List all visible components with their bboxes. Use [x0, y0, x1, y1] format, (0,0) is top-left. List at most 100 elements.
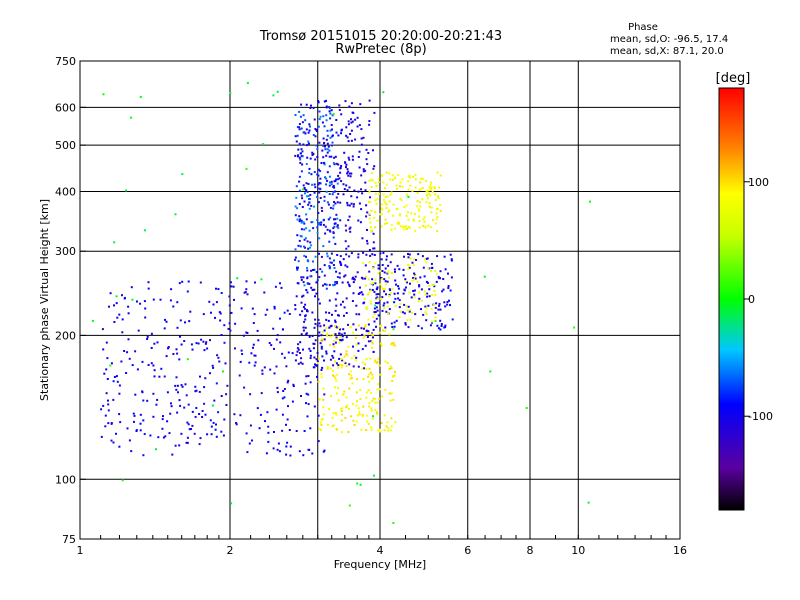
data-point — [217, 411, 220, 414]
data-point — [351, 300, 354, 302]
data-point — [319, 115, 322, 118]
data-point — [318, 110, 321, 113]
data-point — [390, 425, 393, 428]
data-point — [443, 326, 446, 329]
data-point — [434, 187, 436, 190]
data-point — [369, 357, 372, 360]
data-point — [141, 391, 144, 394]
data-point — [300, 235, 303, 238]
data-point — [379, 430, 382, 433]
data-point — [246, 332, 249, 334]
data-point — [348, 387, 351, 390]
data-point — [245, 288, 248, 291]
data-point — [345, 365, 348, 368]
data-point — [389, 193, 392, 196]
data-point — [305, 189, 308, 192]
data-point — [277, 442, 280, 445]
data-point — [384, 329, 387, 332]
data-point — [382, 181, 385, 184]
data-point — [359, 221, 362, 224]
data-point — [391, 178, 394, 181]
data-point — [245, 432, 248, 435]
data-point — [329, 343, 332, 346]
data-point — [434, 306, 437, 309]
data-point — [155, 403, 158, 406]
data-point — [337, 178, 340, 181]
data-point — [326, 367, 329, 370]
data-point — [282, 390, 285, 392]
data-point — [338, 357, 341, 360]
data-point — [312, 134, 315, 136]
data-point — [383, 199, 385, 202]
data-point — [394, 371, 396, 373]
data-point — [241, 353, 244, 355]
data-point — [306, 415, 309, 418]
data-point — [347, 431, 350, 433]
data-point — [118, 445, 121, 448]
data-point — [406, 281, 408, 284]
data-point — [446, 301, 449, 303]
data-point — [358, 292, 361, 295]
data-point — [447, 287, 450, 289]
data-point — [342, 258, 345, 261]
data-point — [344, 264, 347, 267]
data-point — [323, 125, 326, 128]
data-point — [385, 207, 388, 209]
data-point — [312, 227, 315, 230]
data-point — [372, 167, 375, 170]
data-point — [133, 414, 136, 417]
data-point — [333, 180, 336, 183]
data-point — [368, 373, 371, 376]
data-point — [222, 434, 225, 437]
data-point — [303, 284, 306, 287]
data-point — [100, 435, 103, 438]
data-point — [385, 425, 388, 428]
data-point — [355, 404, 358, 407]
data-point — [450, 258, 453, 261]
data-point — [312, 342, 315, 345]
x-tick-label: 10 — [571, 544, 585, 557]
data-point — [130, 450, 133, 453]
data-point — [417, 300, 420, 303]
data-point — [332, 231, 335, 234]
data-point — [259, 413, 262, 416]
data-point — [300, 148, 303, 151]
data-point — [339, 336, 342, 339]
data-point — [179, 335, 181, 338]
data-point — [295, 430, 298, 432]
data-point — [369, 254, 372, 257]
data-point — [143, 300, 146, 303]
data-point — [339, 260, 341, 263]
data-point — [113, 321, 116, 323]
data-point — [388, 308, 391, 311]
data-point — [251, 307, 254, 310]
data-point — [220, 430, 223, 433]
data-point — [215, 287, 217, 290]
data-point — [217, 356, 220, 359]
data-point — [367, 332, 370, 334]
data-point — [316, 156, 319, 158]
data-point — [374, 397, 377, 400]
data-point — [222, 370, 224, 373]
data-point — [346, 168, 349, 171]
data-point — [283, 356, 286, 359]
data-point — [218, 360, 221, 363]
data-point — [302, 131, 305, 134]
data-point — [430, 187, 433, 189]
data-point — [311, 311, 314, 314]
data-point — [328, 408, 331, 411]
data-point — [359, 286, 361, 289]
data-point — [377, 272, 380, 275]
data-point — [436, 255, 439, 258]
data-point — [191, 410, 194, 413]
data-point — [320, 221, 323, 224]
data-point — [136, 300, 138, 303]
data-point — [195, 389, 198, 392]
data-point — [369, 221, 372, 224]
data-point — [407, 256, 410, 259]
data-point — [429, 184, 432, 187]
data-point — [317, 201, 320, 204]
data-point — [342, 328, 345, 331]
data-point — [308, 201, 311, 204]
data-point — [357, 365, 360, 368]
